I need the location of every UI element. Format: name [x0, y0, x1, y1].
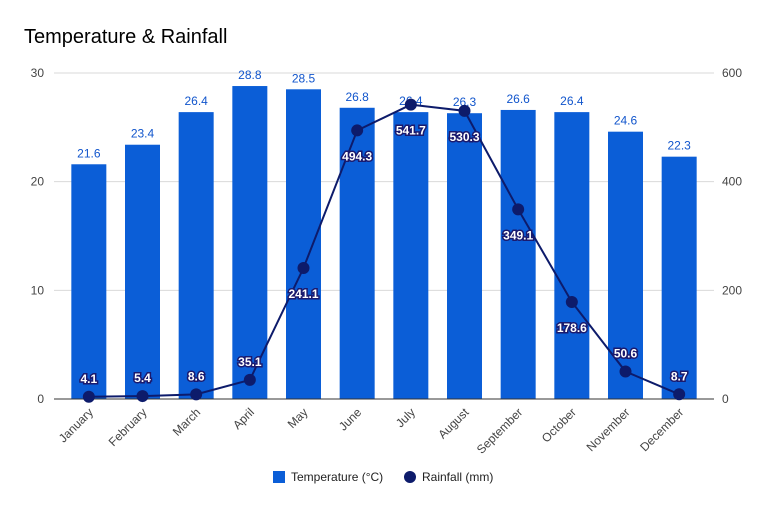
temperature-data-label: 28.5: [292, 71, 316, 85]
y-left-tick: 20: [31, 175, 45, 189]
legend-label-rainfall: Rainfall (mm): [422, 470, 493, 484]
temperature-bar: [286, 89, 321, 400]
rainfall-point: [243, 373, 256, 386]
y-right-tick: 400: [722, 175, 742, 189]
temperature-bar: [125, 144, 160, 399]
temperature-data-label: 26.4: [560, 94, 584, 108]
rainfall-point: [82, 390, 95, 403]
rainfall-point: [404, 98, 417, 111]
rainfall-data-label: 530.3: [449, 130, 479, 144]
rainfall-data-label: 5.4: [134, 371, 151, 385]
rainfall-point: [619, 365, 632, 378]
y-right-tick: 600: [722, 66, 742, 80]
x-tick-label: January: [56, 405, 96, 445]
temperature-data-label: 22.3: [667, 139, 691, 153]
x-tick-label: August: [435, 405, 472, 442]
legend-label-temperature: Temperature (°C): [291, 470, 383, 484]
rainfall-point: [512, 203, 525, 216]
rainfall-data-label: 4.1: [80, 372, 97, 386]
rainfall-data-label: 178.6: [557, 321, 587, 335]
x-tick-label: November: [584, 405, 633, 454]
rainfall-point: [351, 124, 364, 137]
temperature-bar: [661, 156, 697, 399]
x-tick-label: September: [474, 405, 525, 456]
y-left-tick: 10: [31, 283, 45, 297]
x-tick-label: July: [393, 405, 418, 430]
rainfall-line: [88, 103, 680, 398]
rainfall-point: [190, 388, 203, 401]
temperature-bar: [608, 131, 643, 399]
rainfall-data-label: 494.3: [342, 149, 372, 163]
temperature-data-label: 21.6: [77, 146, 101, 160]
legend-swatch-temperature: [273, 471, 285, 483]
rainfall-point: [565, 295, 578, 308]
temperature-data-label: 24.6: [614, 114, 638, 128]
rainfall-data-label: 50.6: [614, 347, 638, 361]
temperature-data-label: 26.4: [184, 94, 208, 108]
x-tick-label: October: [539, 405, 579, 445]
x-tick-label: March: [170, 405, 203, 438]
y-left-tick: 0: [37, 392, 44, 406]
x-tick-label: May: [285, 405, 311, 431]
chart-title: Temperature & Rainfall: [24, 26, 228, 48]
x-tick-label: December: [637, 405, 686, 454]
rainfall-point: [136, 390, 149, 403]
rainfall-data-label: 241.1: [288, 287, 318, 301]
y-right-tick: 0: [722, 392, 729, 406]
y-left-tick: 30: [31, 66, 45, 80]
x-tick-label: February: [106, 405, 150, 449]
temperature-bar: [554, 112, 590, 400]
temperature-data-label: 26.3: [453, 95, 477, 109]
temperature-data-label: 28.8: [238, 68, 262, 82]
rainfall-data-label: 8.7: [671, 369, 688, 383]
temperature-bar: [339, 107, 375, 400]
temperature-data-label: 26.8: [345, 90, 369, 104]
temperature-bar: [500, 109, 536, 400]
rainfall-data-label: 541.7: [396, 124, 426, 138]
rainfall-point: [673, 388, 686, 401]
temperature-bar: [232, 86, 268, 399]
temperature-bar: [447, 113, 482, 399]
rainfall-point: [458, 104, 471, 117]
temperature-data-label: 23.4: [131, 127, 155, 141]
legend-swatch-rainfall: [404, 471, 416, 483]
x-tick-label: June: [336, 405, 365, 434]
rainfall-point: [297, 262, 310, 275]
y-right-tick: 200: [722, 283, 742, 297]
temperature-bar: [178, 112, 214, 400]
temperature-bar: [71, 164, 107, 399]
rainfall-data-label: 349.1: [503, 228, 533, 242]
temperature-bar: [393, 112, 429, 400]
rainfall-data-label: 35.1: [238, 355, 262, 369]
temperature-data-label: 26.6: [506, 92, 530, 106]
rainfall-data-label: 8.6: [188, 369, 205, 383]
x-tick-label: April: [230, 405, 257, 432]
